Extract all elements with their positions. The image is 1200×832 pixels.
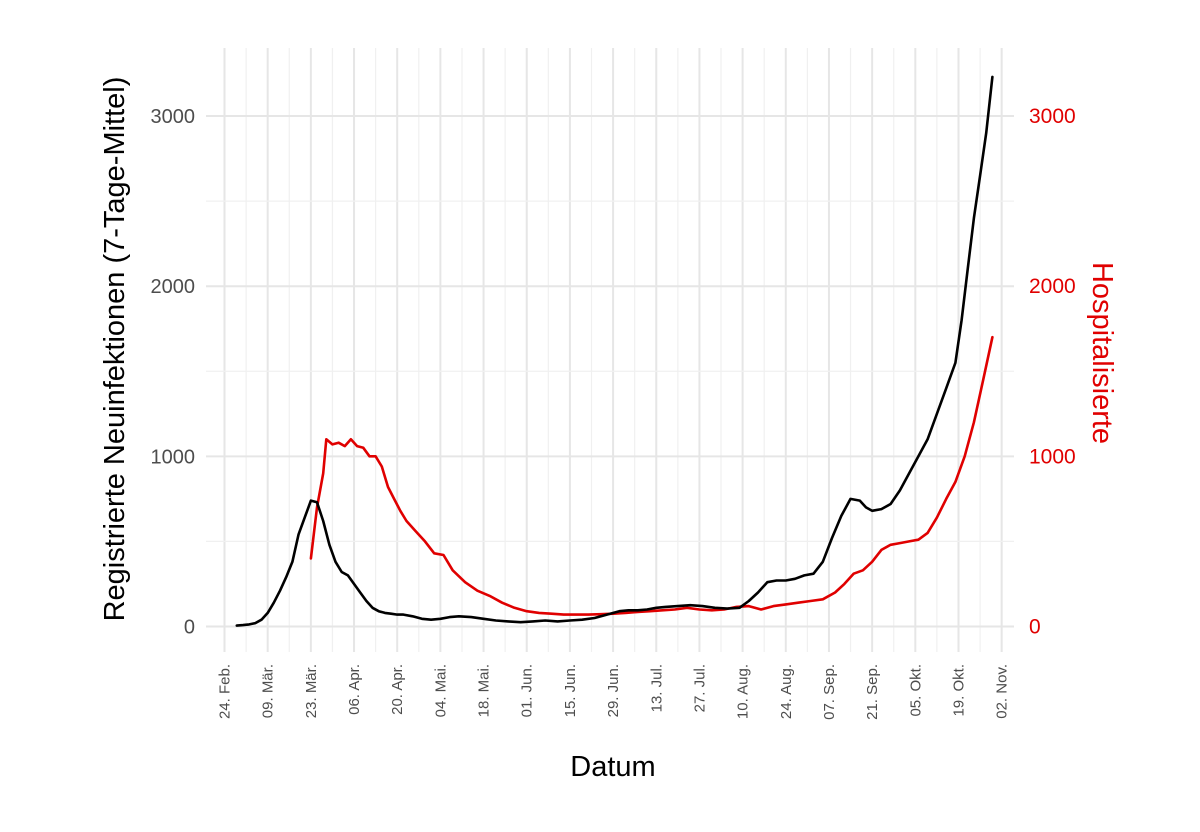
x-tick-label: 20. Apr. (389, 664, 406, 715)
grid (206, 48, 1014, 652)
series-lines (235, 75, 994, 627)
x-tick-label: 13. Jul. (648, 664, 665, 712)
left-y-tick-label: 0 (184, 616, 195, 638)
x-tick-label: 24. Feb. (217, 664, 234, 719)
right-y-tick-label: 1000 (1029, 445, 1076, 468)
left-y-axis-ticks: 0 1000 2000 3000 (151, 106, 196, 638)
x-tick-label: 21. Sep. (864, 664, 881, 720)
right-y-axis-title: Hospitalisierte (1086, 262, 1118, 444)
x-tick-label: 04. Mai. (432, 664, 449, 717)
x-tick-label: 23. Mär. (303, 664, 320, 718)
right-y-tick-label: 2000 (1029, 275, 1076, 298)
x-tick-label: 15. Jun. (562, 664, 579, 717)
x-axis-ticks: 24. Feb. 09. Mär. 23. Mär. 06. Apr. 20. Apr.… (217, 664, 1011, 720)
right-y-tick-label: 3000 (1029, 105, 1076, 128)
x-tick-label: 18. Mai. (476, 664, 493, 717)
series-line-neuinfektionen (235, 75, 994, 627)
left-y-tick-label: 1000 (151, 446, 196, 468)
left-y-tick-label: 2000 (151, 276, 196, 298)
left-y-axis-title: Registrierte Neuinfektionen (7-Tage-Mitt… (99, 77, 131, 622)
x-tick-label: 05. Okt. (907, 664, 924, 717)
x-tick-label: 27. Jul. (691, 664, 708, 712)
x-tick-label: 01. Jun. (519, 664, 536, 717)
left-y-tick-label: 3000 (151, 106, 196, 128)
x-tick-label: 09. Mär. (260, 664, 277, 718)
x-axis-title: Datum (570, 751, 655, 783)
x-tick-label: 06. Apr. (346, 664, 363, 715)
right-y-tick-label: 0 (1029, 615, 1041, 638)
x-tick-label: 29. Jun. (605, 664, 622, 717)
right-y-axis-ticks: 0 1000 2000 3000 (1029, 105, 1076, 638)
series-line-hospitalisierte (309, 335, 994, 616)
x-tick-label: 02. Nov. (994, 664, 1011, 719)
x-tick-label: 24. Aug. (778, 664, 795, 719)
x-tick-label: 19. Okt. (951, 664, 968, 717)
x-tick-label: 07. Sep. (821, 664, 838, 720)
x-tick-label: 10. Aug. (735, 664, 752, 719)
